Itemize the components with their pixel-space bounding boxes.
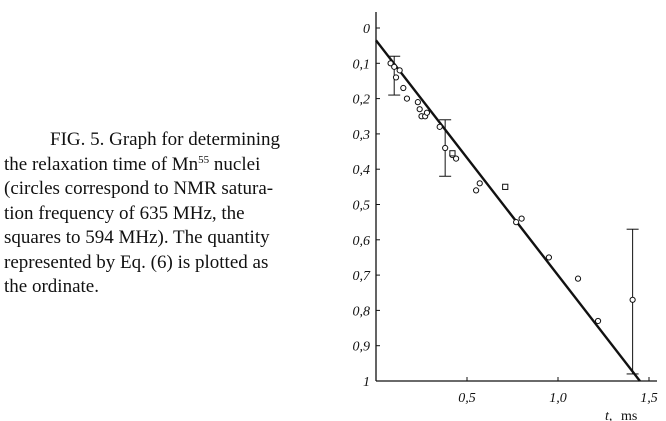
circle-data-point — [387, 60, 394, 67]
circle-data-point — [629, 296, 636, 303]
caption-line: the relaxation time of Mn55 nuclei — [4, 153, 344, 178]
caption-line: squares to 594 MHz). The quantity — [4, 227, 270, 248]
y-tick-label: 0,9 — [353, 340, 371, 355]
circle-data-point — [545, 254, 553, 261]
caption-text: the relaxation time of Mn — [4, 153, 199, 175]
circle-data-point — [442, 144, 449, 152]
caption-line: FIG. 5. Graph for determining — [50, 129, 281, 150]
caption-text: nuclei — [209, 153, 261, 175]
y-tick-label: 0,2 — [353, 93, 371, 108]
x-axis-ticks: 0,5 1,0 1,5 — [458, 377, 658, 406]
circle-data-point — [513, 219, 520, 226]
y-tick-label: 0,5 — [353, 199, 371, 214]
circle-data-point — [416, 106, 423, 113]
circle-data-point — [391, 63, 398, 70]
square-data-point — [502, 183, 509, 190]
circle-data-point — [594, 317, 602, 325]
x-axis-title-unit: ms — [621, 409, 637, 421]
caption-line: represented by Eq. (6) is plotted as — [4, 251, 269, 273]
circle-data-point — [452, 155, 460, 162]
circle-data-point — [476, 180, 483, 187]
circle-data-point — [518, 215, 525, 222]
circle-data-point — [473, 187, 480, 194]
figure-caption: FIG. 5. Graph for determining the relaxa… — [4, 128, 344, 300]
x-tick-label: 1,0 — [549, 391, 567, 406]
circle-data-point — [396, 67, 403, 74]
x-tick-label: 1,5 — [640, 391, 658, 406]
y-tick-label: 0,8 — [353, 304, 371, 319]
fit-line-group — [375, 39, 641, 382]
y-tick-label: 0,1 — [353, 57, 371, 72]
circle-data-point — [436, 123, 443, 130]
plot-axes — [375, 12, 657, 382]
circle-data-point — [392, 74, 400, 81]
circle-data-point — [423, 109, 431, 116]
circle-data-point — [403, 95, 411, 102]
circle-data-point — [574, 275, 582, 282]
y-axis-ticks: 0 0,1 0,2 0,3 0,4 0,5 0,6 0,7 0,8 0,9 1 — [353, 22, 380, 390]
square-data-point — [449, 150, 456, 157]
fit-line — [375, 39, 641, 382]
y-tick-label: 1 — [363, 375, 370, 390]
y-tick-label: 0,3 — [353, 128, 371, 143]
data-points — [387, 60, 636, 325]
circle-data-point — [414, 99, 421, 106]
caption-line: (circles correspond to NMR satura- — [4, 178, 274, 199]
x-axis-title-variable: t, — [605, 409, 612, 421]
caption-line: tion frequency of 635 MHz, the — [4, 202, 245, 224]
caption-line: the ordinate. — [4, 276, 99, 297]
isotope-superscript: 55 — [198, 153, 210, 166]
y-tick-label: 0,4 — [353, 163, 371, 178]
y-tick-label: 0,6 — [353, 234, 371, 249]
circle-data-point — [400, 84, 407, 92]
y-tick-label: 0,7 — [353, 269, 372, 284]
x-axis-title-group: t, ms — [605, 409, 637, 421]
x-tick-label: 0,5 — [458, 391, 476, 406]
y-tick-label: 0 — [363, 22, 370, 37]
